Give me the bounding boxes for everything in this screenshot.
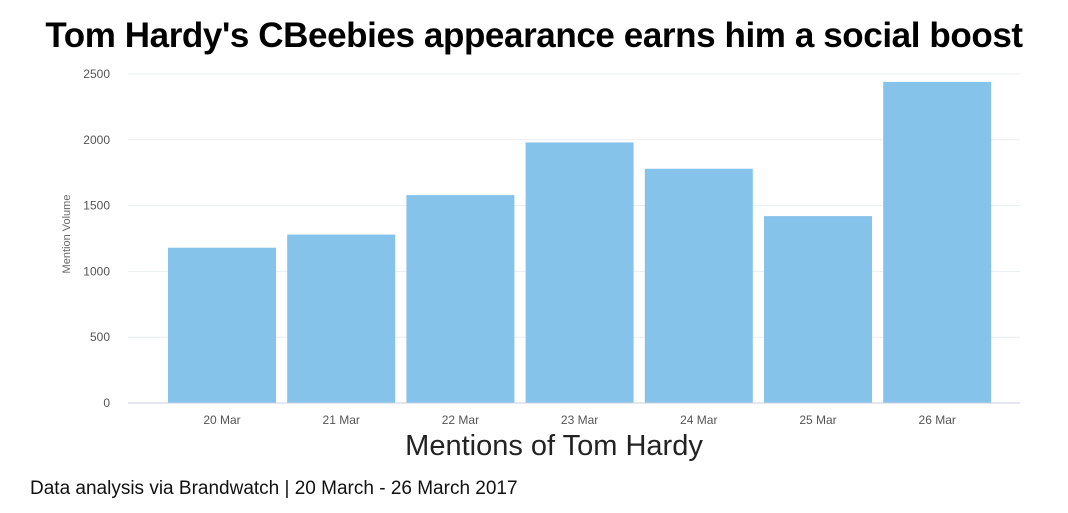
y-tick-label: 0	[103, 396, 110, 410]
y-tick-labels: 0 500 1000 1500 2000 2500	[83, 67, 110, 410]
y-tick-label: 2500	[83, 67, 110, 81]
y-tick-label: 2000	[83, 133, 110, 147]
bars	[168, 81, 992, 404]
bar-22-mar	[406, 195, 515, 403]
bar-24-mar	[644, 168, 753, 403]
y-tick-label: 1500	[83, 199, 110, 213]
x-tick-label: 26 Mar	[919, 413, 956, 427]
x-tick-label: 21 Mar	[323, 413, 360, 427]
bar-25-mar	[764, 216, 872, 403]
y-tick-label: 500	[90, 330, 110, 344]
bar-23-mar	[525, 142, 634, 403]
x-tick-label: 25 Mar	[799, 413, 836, 427]
x-tick-label: 22 Mar	[442, 413, 479, 427]
x-tick-labels: 20 Mar 21 Mar 22 Mar 23 Mar 24 Mar 25 Mar 26 M…	[203, 413, 956, 427]
x-axis-title: Mentions of Tom Hardy	[405, 430, 703, 462]
x-tick-label: 20 Mar	[203, 413, 240, 427]
bar-26-mar	[883, 81, 992, 404]
x-tick-label: 24 Mar	[680, 413, 717, 427]
source-note: Data analysis via Brandwatch | 20 March …	[30, 478, 518, 499]
y-tick-label: 1000	[83, 264, 110, 278]
y-axis-label: Mention Volume	[61, 195, 73, 274]
chart-title: Tom Hardy's CBeebies appearance earns hi…	[45, 16, 1023, 55]
bar-20-mar	[168, 247, 276, 403]
bar-21-mar	[287, 234, 396, 403]
x-tick-label: 23 Mar	[561, 413, 598, 427]
